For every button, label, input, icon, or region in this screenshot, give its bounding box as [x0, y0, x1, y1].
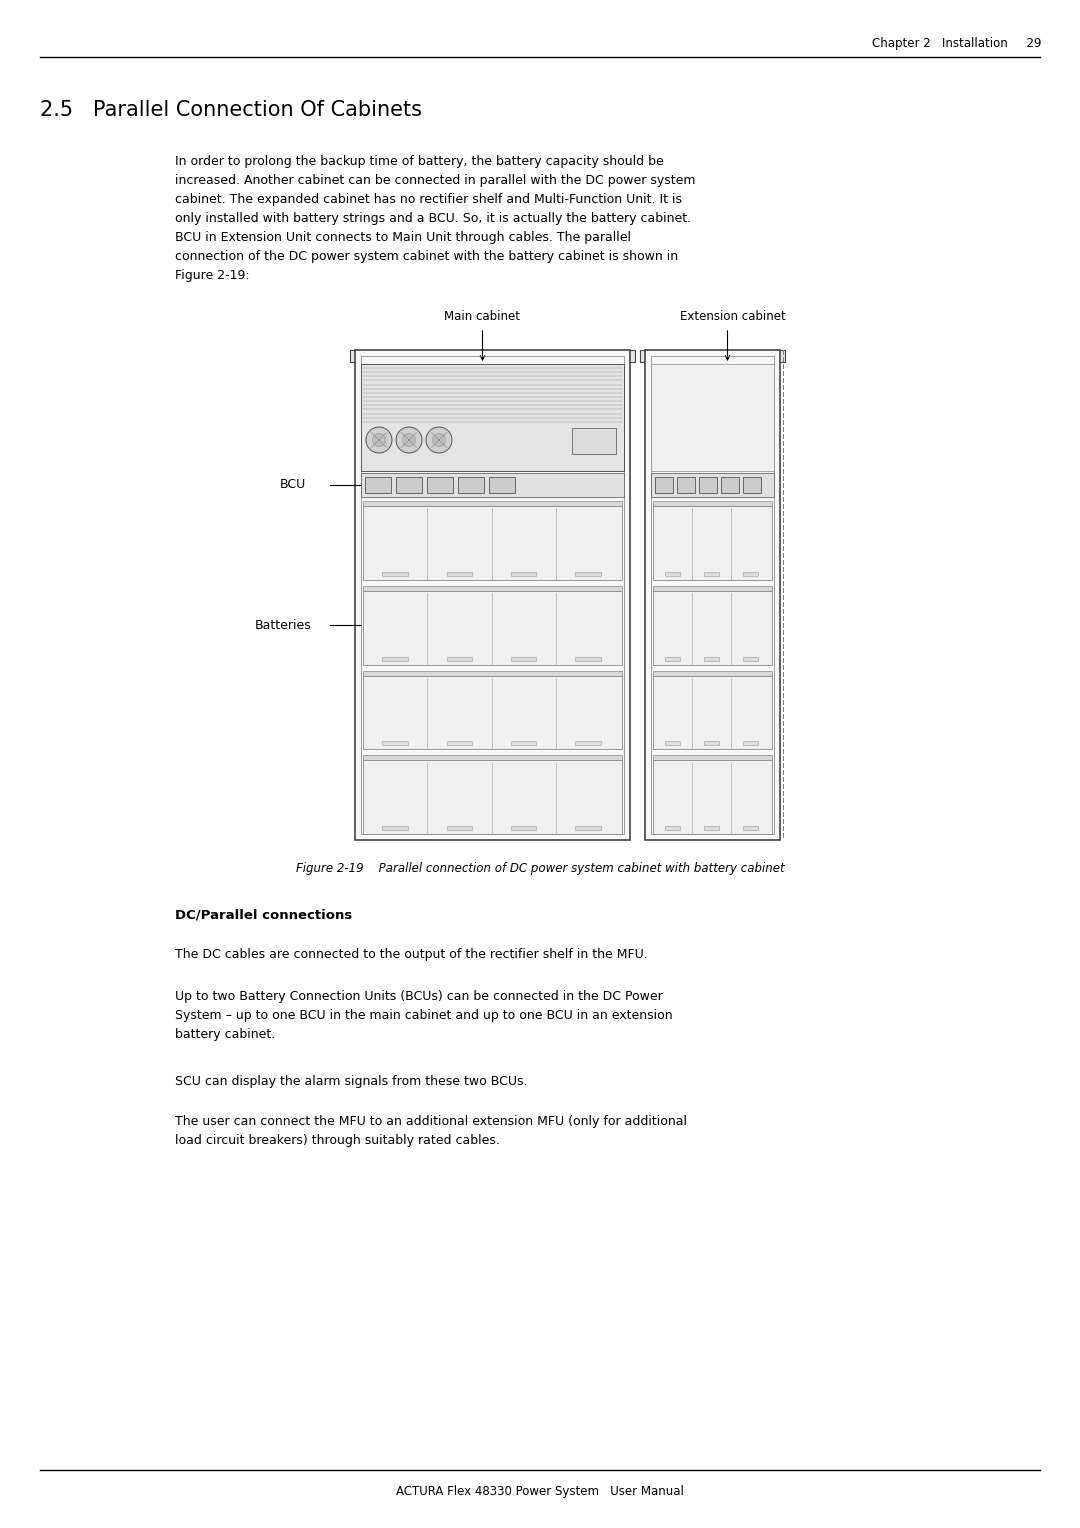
Circle shape — [396, 426, 422, 452]
Bar — [446, 741, 472, 746]
Text: System – up to one BCU in the main cabinet and up to one BCU in an extension: System – up to one BCU in the main cabin… — [175, 1008, 673, 1022]
Bar — [365, 477, 391, 494]
Bar — [653, 671, 772, 675]
Bar — [361, 356, 624, 834]
Bar — [382, 571, 408, 576]
Text: only installed with battery strings and a BCU. So, it is actually the battery ca: only installed with battery strings and … — [175, 212, 691, 225]
Bar — [361, 364, 624, 471]
Bar — [653, 755, 772, 761]
Bar — [396, 477, 422, 494]
Bar — [743, 477, 761, 494]
Bar — [704, 657, 719, 660]
Text: Chapter 2   Installation     29: Chapter 2 Installation 29 — [873, 38, 1042, 50]
Circle shape — [426, 426, 453, 452]
Bar — [575, 741, 600, 746]
Text: Batteries: Batteries — [255, 619, 312, 631]
Text: Extension cabinet: Extension cabinet — [679, 310, 785, 322]
Bar — [654, 477, 673, 494]
Bar — [363, 585, 622, 591]
Bar — [653, 761, 772, 834]
Circle shape — [432, 434, 446, 446]
Circle shape — [373, 434, 386, 446]
Bar — [355, 350, 630, 840]
Text: 2.5   Parallel Connection Of Cabinets: 2.5 Parallel Connection Of Cabinets — [40, 99, 422, 121]
Text: The user can connect the MFU to an additional extension MFU (only for additional: The user can connect the MFU to an addit… — [175, 1115, 687, 1128]
Text: increased. Another cabinet can be connected in parallel with the DC power system: increased. Another cabinet can be connec… — [175, 174, 696, 186]
Bar — [653, 591, 772, 665]
Text: DC/Parallel connections: DC/Parallel connections — [175, 908, 352, 921]
Bar — [653, 506, 772, 579]
Bar — [743, 827, 758, 830]
Bar — [677, 477, 696, 494]
Bar — [382, 657, 408, 660]
Bar — [651, 356, 774, 834]
Text: In order to prolong the backup time of battery, the battery capacity should be: In order to prolong the backup time of b… — [175, 154, 664, 168]
Circle shape — [366, 426, 392, 452]
Bar — [361, 474, 624, 497]
Bar — [363, 506, 622, 579]
Bar — [363, 675, 622, 749]
Text: ACTURA Flex 48330 Power System   User Manual: ACTURA Flex 48330 Power System User Manu… — [396, 1485, 684, 1497]
Text: SCU can display the alarm signals from these two BCUs.: SCU can display the alarm signals from t… — [175, 1076, 527, 1088]
Bar — [363, 671, 622, 675]
Bar — [446, 571, 472, 576]
Bar — [664, 657, 680, 660]
Bar — [458, 477, 484, 494]
Text: cabinet. The expanded cabinet has no rectifier shelf and Multi-Function Unit. It: cabinet. The expanded cabinet has no rec… — [175, 193, 681, 206]
Bar — [704, 827, 719, 830]
Text: The DC cables are connected to the output of the rectifier shelf in the MFU.: The DC cables are connected to the outpu… — [175, 947, 648, 961]
Bar — [575, 827, 600, 830]
Bar — [704, 571, 719, 576]
Bar — [363, 755, 622, 761]
Text: Figure 2-19    Parallel connection of DC power system cabinet with battery cabin: Figure 2-19 Parallel connection of DC po… — [296, 862, 784, 876]
Bar — [743, 741, 758, 746]
Bar — [511, 571, 537, 576]
Bar — [664, 741, 680, 746]
Text: Up to two Battery Connection Units (BCUs) can be connected in the DC Power: Up to two Battery Connection Units (BCUs… — [175, 990, 663, 1002]
Bar — [511, 657, 537, 660]
Text: Figure 2-19:: Figure 2-19: — [175, 269, 249, 283]
Bar — [427, 477, 453, 494]
Bar — [651, 364, 774, 471]
Bar — [664, 571, 680, 576]
Circle shape — [403, 434, 416, 446]
Bar — [363, 501, 622, 506]
Bar — [721, 477, 739, 494]
Bar — [653, 675, 772, 749]
Bar — [446, 657, 472, 660]
Bar — [575, 657, 600, 660]
Bar — [382, 741, 408, 746]
Bar — [664, 827, 680, 830]
Bar — [653, 501, 772, 506]
Bar — [350, 350, 635, 362]
Text: BCU: BCU — [280, 478, 307, 492]
Bar — [743, 571, 758, 576]
Bar — [640, 350, 785, 362]
Text: connection of the DC power system cabinet with the battery cabinet is shown in: connection of the DC power system cabine… — [175, 251, 678, 263]
Bar — [382, 827, 408, 830]
Bar — [743, 657, 758, 660]
Text: battery cabinet.: battery cabinet. — [175, 1028, 275, 1041]
Bar — [572, 428, 616, 454]
Bar — [645, 350, 780, 840]
Bar — [363, 761, 622, 834]
Text: BCU in Extension Unit connects to Main Unit through cables. The parallel: BCU in Extension Unit connects to Main U… — [175, 231, 631, 244]
Bar — [489, 477, 515, 494]
Bar — [575, 571, 600, 576]
Bar — [511, 827, 537, 830]
Bar — [651, 474, 774, 497]
Bar — [511, 741, 537, 746]
Text: Main cabinet: Main cabinet — [445, 310, 521, 322]
Bar — [446, 827, 472, 830]
Bar — [699, 477, 717, 494]
Bar — [653, 585, 772, 591]
Text: load circuit breakers) through suitably rated cables.: load circuit breakers) through suitably … — [175, 1134, 500, 1148]
Bar — [363, 591, 622, 665]
Bar — [704, 741, 719, 746]
